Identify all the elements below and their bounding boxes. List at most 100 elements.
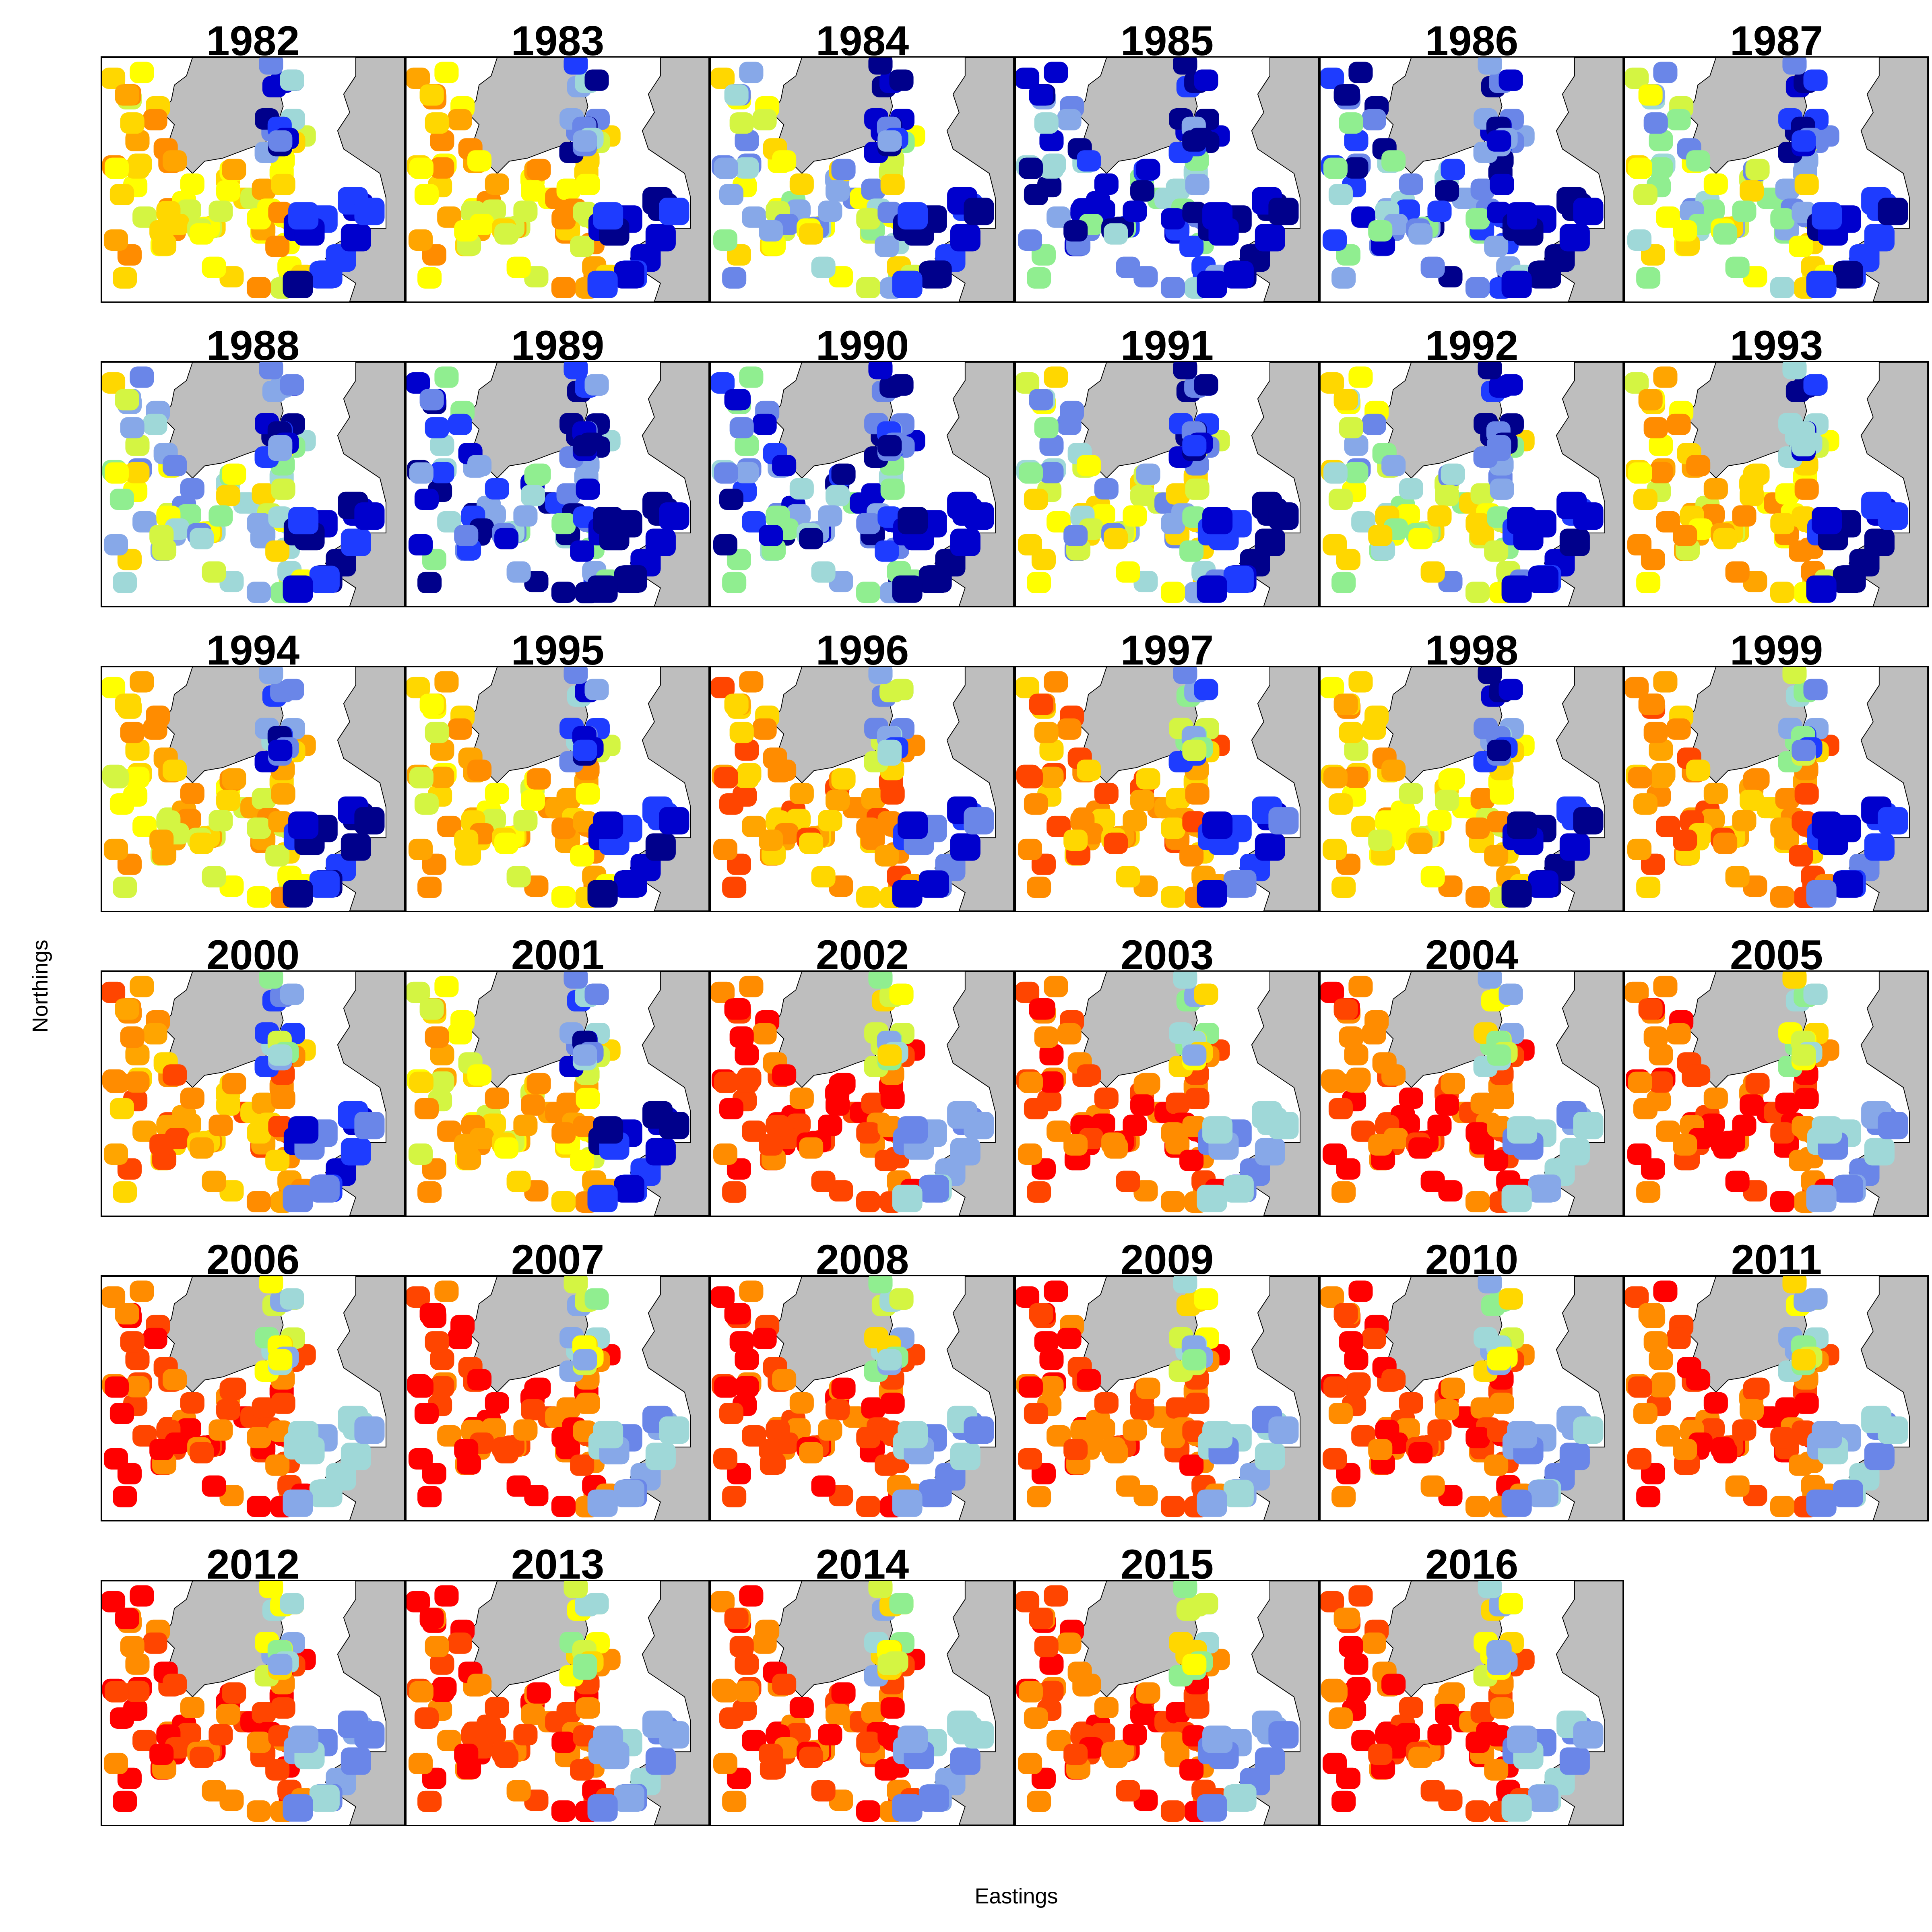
map-frame <box>710 1580 1015 1826</box>
map-svg <box>1016 1581 1318 1825</box>
region-cell <box>354 1416 385 1444</box>
region-cell <box>1470 483 1495 505</box>
region-cell <box>729 1026 754 1048</box>
region-cell <box>414 1707 439 1729</box>
region-cell <box>722 1790 747 1812</box>
region-cell <box>1018 1448 1042 1470</box>
region-cell <box>1077 150 1101 172</box>
region-cell <box>354 198 385 225</box>
region-cell <box>856 513 881 535</box>
region-cell <box>861 788 886 809</box>
region-cell <box>551 1427 576 1449</box>
region-cell <box>1470 1397 1495 1419</box>
region-cell <box>1573 807 1604 835</box>
region-cell <box>964 198 994 225</box>
region-cell <box>425 417 449 439</box>
region-cell <box>1666 1327 1691 1349</box>
region-cell <box>1427 1115 1452 1136</box>
region-cell <box>1466 817 1490 839</box>
region-cell <box>1427 1724 1452 1746</box>
region-cell <box>1348 366 1373 388</box>
region-cell <box>1368 1743 1393 1765</box>
region-cell <box>1636 1181 1661 1203</box>
region-cell <box>485 173 509 195</box>
region-cell <box>856 1191 881 1213</box>
region-cell <box>1197 1794 1227 1822</box>
map-panel: 2012 <box>101 1544 405 1866</box>
region-cell <box>125 1071 150 1093</box>
region-cell <box>125 766 150 788</box>
region-cell <box>222 1377 246 1399</box>
region-cell <box>1044 62 1068 83</box>
region-cell <box>1528 1784 1558 1812</box>
region-cell <box>280 983 304 1005</box>
region-cell <box>1016 1591 1040 1612</box>
region-cell <box>409 767 433 788</box>
map-frame <box>405 666 710 912</box>
region-cell <box>1130 1703 1155 1725</box>
region-cell <box>1666 718 1691 740</box>
region-cell <box>1625 981 1649 1003</box>
region-cell <box>202 561 226 583</box>
region-cell <box>1136 1377 1160 1399</box>
region-cell <box>1197 1185 1227 1212</box>
region-cell <box>125 1680 150 1702</box>
region-cell <box>861 178 886 200</box>
region-cell <box>1703 1392 1728 1414</box>
region-cell <box>861 483 886 505</box>
region-cell <box>103 1752 128 1774</box>
region-cell <box>1255 528 1285 556</box>
region-cell <box>283 880 313 908</box>
region-cell <box>861 1092 886 1114</box>
region-cell <box>1016 981 1040 1003</box>
region-cell <box>1173 1581 1197 1598</box>
panel-year-title: 1996 <box>815 627 909 674</box>
region-cell <box>1812 1116 1842 1144</box>
region-cell <box>265 845 290 867</box>
region-cell <box>898 202 928 230</box>
map-svg <box>102 58 404 301</box>
region-cell <box>1077 455 1101 477</box>
region-cell <box>573 739 597 761</box>
panel-year-title: 1995 <box>511 627 605 674</box>
region-cell <box>246 1496 271 1517</box>
region-cell <box>1740 180 1764 202</box>
region-cell <box>875 540 899 562</box>
region-cell <box>889 1288 914 1310</box>
region-cell <box>283 1185 313 1212</box>
region-cell <box>1420 1475 1445 1497</box>
region-cell <box>1487 130 1511 152</box>
region-cell <box>1833 870 1863 898</box>
region-cell <box>143 1632 167 1654</box>
region-cell <box>208 1115 233 1136</box>
region-cell <box>1197 880 1227 908</box>
region-cell <box>818 200 842 222</box>
region-cell <box>143 718 167 740</box>
region-cell <box>576 1088 600 1109</box>
region-cell <box>1686 150 1711 172</box>
region-cell <box>856 1496 881 1517</box>
region-cell <box>104 1681 129 1703</box>
region-cell <box>1039 739 1064 761</box>
region-cell <box>1018 1071 1043 1093</box>
region-cell <box>1348 671 1373 693</box>
panel-year-title: 2011 <box>1731 1236 1822 1283</box>
region-cell <box>202 1170 226 1192</box>
region-cell <box>1435 1399 1459 1420</box>
map-panel: 1987 <box>1624 20 1929 343</box>
region-cell <box>425 722 449 743</box>
region-cell <box>1123 810 1147 832</box>
map-frame <box>1319 361 1624 607</box>
region-cell <box>143 1023 167 1044</box>
region-cell <box>1490 1088 1514 1109</box>
region-cell <box>283 1489 313 1517</box>
map-panel: 1989 <box>405 325 710 648</box>
region-cell <box>584 69 609 91</box>
region-cell <box>434 671 459 693</box>
panel-year-title: 1982 <box>206 18 300 64</box>
region-cell <box>309 1175 340 1203</box>
region-cell <box>246 1800 271 1822</box>
region-cell <box>752 1023 777 1044</box>
region-cell <box>1024 1402 1048 1424</box>
region-cell <box>1268 1416 1299 1444</box>
